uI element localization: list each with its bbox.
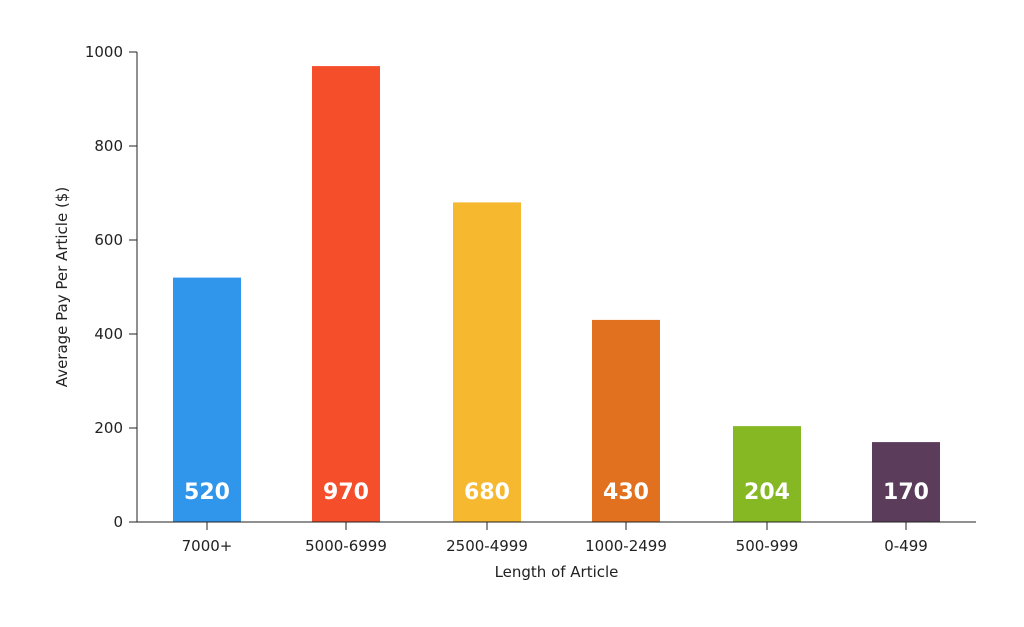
axes-group	[136, 52, 976, 523]
x-tick-label: 1000-2499	[585, 537, 667, 555]
y-tick-label: 400	[94, 325, 123, 343]
bar-value-label: 680	[464, 480, 510, 505]
bar	[453, 202, 521, 522]
bar	[173, 277, 241, 522]
x-tick-label: 0-499	[884, 537, 928, 555]
bar	[592, 319, 660, 522]
y-tick-label: 200	[94, 419, 123, 437]
x-axis-title: Length of Article	[495, 563, 619, 581]
bar-value-label: 430	[603, 480, 649, 505]
y-tick-label: 1000	[85, 43, 123, 61]
x-tick-label: 2500-4999	[446, 537, 528, 555]
bar	[733, 426, 801, 522]
y-tick-label: 0	[113, 513, 123, 531]
x-tick-label: 5000-6999	[305, 537, 387, 555]
bar-value-label: 520	[184, 480, 230, 505]
x-tick-label: 500-999	[736, 537, 799, 555]
bars-group	[173, 66, 940, 522]
y-tick-label: 600	[94, 231, 123, 249]
bar	[312, 66, 380, 522]
x-tick-label: 7000+	[182, 537, 233, 555]
y-axis-ticks: 0 200 400 600 800 1000	[85, 43, 137, 531]
bar-value-labels: 520 970 680 430 204 170	[184, 480, 929, 505]
bar-value-label: 170	[883, 480, 929, 505]
bar-value-label: 204	[744, 480, 790, 505]
y-axis-title: Average Pay Per Article ($)	[53, 187, 71, 387]
y-tick-label: 800	[94, 137, 123, 155]
x-axis-ticks: 7000+ 5000-6999 2500-4999 1000-2499 500-999 0…	[182, 522, 928, 555]
bar-value-label: 970	[323, 480, 369, 505]
bar	[872, 442, 940, 522]
